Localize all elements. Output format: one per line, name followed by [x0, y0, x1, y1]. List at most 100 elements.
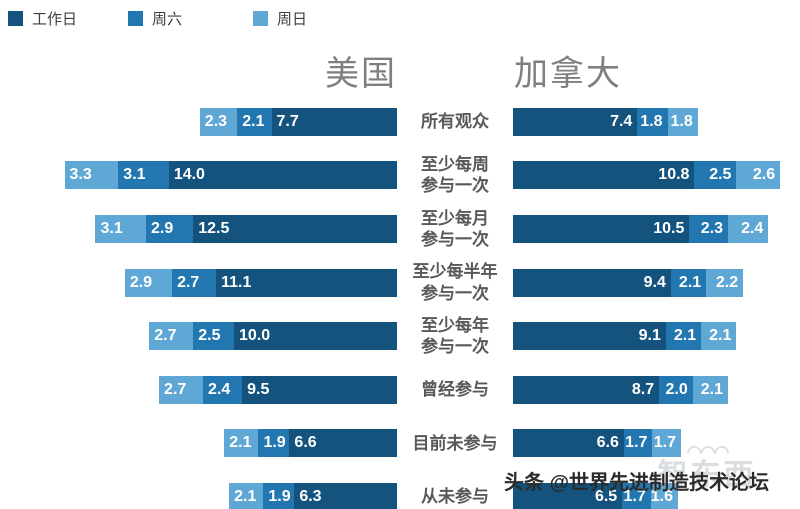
us-bar-segment-workday: 12.5 — [193, 214, 397, 243]
category-label-line: 目前未参与 — [412, 433, 498, 453]
canada-bar-segment-sunday: 2.6 — [736, 161, 781, 190]
us-bar: 2.9 2.7 11.1 — [0, 268, 397, 297]
us-bar: 2.7 2.4 9.5 — [0, 375, 397, 404]
chart-row: 2.7 2.4 9.5 曾经参与 8.7 2.0 2.1 — [0, 363, 800, 417]
legend-item-sunday: 周日 — [253, 8, 307, 29]
canada-bar-segment-workday: 10.5 — [513, 214, 690, 243]
us-bar-segment-saturday: 2.1 — [237, 107, 272, 136]
canada-bar: 9.4 2.1 2.2 — [513, 268, 800, 297]
canada-bar: 7.4 1.8 1.8 — [513, 107, 800, 136]
us-bar-segment-sunday: 3.1 — [95, 214, 146, 243]
legend-item-workday: 工作日 — [8, 8, 77, 29]
us-bar: 2.7 2.5 10.0 — [0, 322, 397, 351]
canada-bar-segment-workday: 9.4 — [513, 268, 671, 297]
canada-bar-segment-sunday: 2.4 — [728, 214, 769, 243]
canada-bar-segment-sunday: 2.1 — [692, 375, 729, 404]
legend-item-saturday: 周六 — [128, 8, 182, 29]
us-bar: 3.3 3.1 14.0 — [0, 161, 397, 190]
us-bar-segment-sunday: 2.1 — [229, 482, 264, 509]
canada-bar-segment-workday: 6.6 — [513, 429, 624, 458]
us-bar-segment-workday: 10.0 — [234, 322, 397, 351]
us-bar: 2.1 1.9 6.3 — [0, 482, 397, 509]
canada-bar: 10.8 2.5 2.6 — [513, 161, 800, 190]
category-label: 目前未参与 — [397, 433, 513, 454]
canada-bar-segment-workday: 6.5 — [513, 482, 623, 509]
legend-swatch-sunday-icon — [253, 11, 268, 26]
canada-bar-segment-sunday: 1.6 — [650, 482, 678, 509]
us-bar-segment-saturday: 2.5 — [193, 322, 234, 351]
canada-bar-segment-sunday: 1.7 — [652, 429, 681, 458]
category-label-line: 参与一次 — [421, 229, 489, 249]
canada-bar-segment-saturday: 2.1 — [665, 322, 702, 351]
canada-bar-segment-sunday: 2.1 — [701, 322, 737, 351]
canada-bar-segment-saturday: 2.1 — [670, 268, 707, 297]
us-bar: 3.1 2.9 12.5 — [0, 214, 397, 243]
canada-bar-segment-workday: 9.1 — [513, 322, 666, 351]
canada-bar-segment-saturday: 2.5 — [694, 161, 737, 190]
us-bar-segment-saturday: 3.1 — [118, 161, 169, 190]
us-bar-segment-saturday: 1.9 — [258, 429, 290, 458]
us-bar-segment-saturday: 2.7 — [172, 268, 217, 297]
category-label-line: 从未参与 — [421, 487, 489, 507]
us-bar-segment-sunday: 2.3 — [199, 107, 238, 136]
category-label-line: 至少每年 — [421, 315, 489, 335]
canada-bar-segment-saturday: 1.7 — [623, 429, 653, 458]
category-label-line: 参与一次 — [421, 337, 489, 357]
us-bar-segment-workday: 9.5 — [242, 375, 397, 404]
canada-bar-segment-saturday: 2.3 — [689, 214, 729, 243]
us-bar-segment-workday: 6.6 — [289, 429, 397, 458]
chart-row: 2.1 1.9 6.3 从未参与 6.5 1.7 1.6 — [0, 470, 800, 509]
us-bar-segment-saturday: 2.4 — [203, 375, 243, 404]
canada-bar: 6.6 1.7 1.7 — [513, 429, 800, 458]
legend-label-workday: 工作日 — [32, 11, 78, 28]
us-bar-segment-saturday: 2.9 — [145, 214, 194, 243]
category-label: 从未参与 — [397, 486, 513, 507]
category-label-line: 参与一次 — [421, 283, 489, 303]
canada-bar-segment-sunday: 2.2 — [706, 268, 744, 297]
canada-bar-segment-saturday: 1.7 — [622, 482, 651, 509]
us-bar-segment-sunday: 2.7 — [159, 375, 204, 404]
us-bar: 2.3 2.1 7.7 — [0, 107, 397, 136]
legend-swatch-workday-icon — [8, 11, 23, 26]
chart-row: 2.9 2.7 11.1 至少每半年 参与一次 9.4 2.1 2.2 — [0, 256, 800, 310]
watermark-text: 头条 @世界先进制造技术论坛 — [504, 472, 770, 494]
category-label-line: 参与一次 — [421, 176, 489, 196]
us-bar-segment-workday: 7.7 — [271, 107, 397, 136]
us-bar-segment-workday: 11.1 — [216, 268, 397, 297]
canada-bar-segment-workday: 7.4 — [513, 107, 638, 136]
category-label: 至少每年 参与一次 — [397, 315, 513, 358]
category-label: 至少每半年 参与一次 — [397, 261, 513, 304]
category-label: 所有观众 — [397, 111, 513, 132]
chart-row: 2.7 2.5 10.0 至少每年 参与一次 9.1 2.1 2.1 — [0, 309, 800, 363]
us-bar-segment-sunday: 2.1 — [224, 429, 259, 458]
canada-bar-segment-workday: 8.7 — [513, 375, 660, 404]
canada-bar-segment-sunday: 1.8 — [667, 107, 698, 136]
us-bar-segment-sunday: 2.9 — [124, 268, 173, 297]
canada-bar: 10.5 2.3 2.4 — [513, 214, 800, 243]
category-label-line: 至少每周 — [421, 155, 489, 175]
category-label-line: 至少每半年 — [412, 262, 498, 282]
us-bar-segment-sunday: 3.3 — [64, 161, 119, 190]
us-bar-segment-sunday: 2.7 — [149, 322, 194, 351]
canada-bar-segment-saturday: 1.8 — [637, 107, 668, 136]
category-label-line: 至少每月 — [421, 208, 489, 228]
canada-bar-segment-workday: 10.8 — [513, 161, 695, 190]
category-label: 至少每月 参与一次 — [397, 208, 513, 251]
legend-label-sunday: 周日 — [277, 11, 308, 28]
column-title-canada: 加拿大 — [514, 55, 622, 93]
chart-row: 3.3 3.1 14.0 至少每周 参与一次 10.8 2.5 2.6 — [0, 149, 800, 203]
legend-swatch-saturday-icon — [128, 11, 143, 26]
column-title-us: 美国 — [325, 55, 397, 93]
category-label: 至少每周 参与一次 — [397, 154, 513, 197]
canada-bar: 8.7 2.0 2.1 — [513, 375, 800, 404]
canada-bar-segment-saturday: 2.0 — [659, 375, 693, 404]
rows: 2.3 2.1 7.7 所有观众 7.4 1.8 1.8 3.3 3.1 14.0 至少每周 参与一次… — [0, 95, 800, 509]
us-bar: 2.1 1.9 6.6 — [0, 429, 397, 458]
chart-row: 3.1 2.9 12.5 至少每月 参与一次 10.5 2.3 2.4 — [0, 202, 800, 256]
chart-row: 2.1 1.9 6.6 目前未参与 6.6 1.7 1.7 — [0, 417, 800, 471]
chart-row: 2.3 2.1 7.7 所有观众 7.4 1.8 1.8 — [0, 95, 800, 149]
category-label: 曾经参与 — [397, 379, 513, 400]
legend-label-saturday: 周六 — [152, 11, 183, 28]
category-label-line: 曾经参与 — [421, 380, 489, 400]
